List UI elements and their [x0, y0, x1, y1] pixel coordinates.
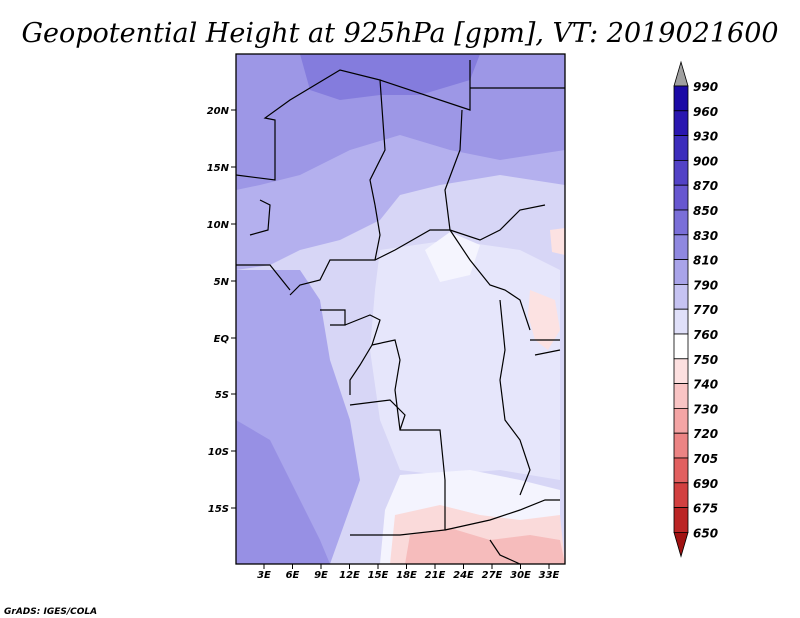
- field-band-east-small: [550, 228, 565, 255]
- colorbar-label: 705: [693, 452, 718, 466]
- colorbar-label: 850: [693, 204, 718, 218]
- longitude-axis: 3E 6E 9E 12E 15E 18E 21E 24E 27E 30E 33E: [257, 564, 560, 581]
- colorbar-segment: [673, 383, 689, 409]
- colorbar-label: 750: [693, 353, 718, 367]
- colorbar-segment: [673, 482, 689, 508]
- lat-tick-label: EQ: [214, 334, 230, 345]
- field-band-740: [405, 528, 565, 564]
- lon-tick-label: 24E: [453, 570, 474, 581]
- colorbar-label: 650: [693, 526, 718, 540]
- colorbar-segment: [673, 135, 689, 161]
- country-borders: [236, 60, 565, 564]
- lat-tick-label: 5N: [214, 277, 230, 288]
- colorbar-segment: [673, 308, 689, 335]
- lon-tick-label: 30E: [510, 570, 531, 581]
- colorbar-label: 730: [693, 402, 718, 416]
- colorbar-segment: [673, 507, 689, 533]
- colorbar-segment: [673, 283, 689, 310]
- colorbar: 990 960 930 900 870 850 830 810 790 770 760 750 740 7…: [673, 60, 718, 558]
- grads-credit: GrADS: IGES/COLA: [4, 607, 97, 617]
- colorbar-label: 790: [693, 278, 718, 292]
- lat-tick-label: 20N: [207, 106, 230, 117]
- colorbar-segment: [673, 333, 689, 360]
- colorbar-bottom-arrow: [673, 532, 689, 558]
- map-title: Geopotential Height at 925hPa [gpm], VT:…: [21, 18, 778, 49]
- colorbar-segment: [673, 85, 689, 112]
- colorbar-segment: [673, 110, 689, 137]
- colorbar-segment: [673, 457, 689, 484]
- map-frame: [235, 53, 566, 565]
- field-band-southwest: [236, 420, 330, 564]
- colorbar-label: 870: [693, 179, 718, 193]
- lon-tick-label: 9E: [314, 570, 328, 581]
- colorbar-label: 830: [693, 229, 718, 243]
- colorbar-label: 690: [693, 477, 718, 491]
- colorbar-segment: [673, 234, 689, 261]
- colorbar-segment: [673, 358, 689, 384]
- colorbar-label: 770: [693, 303, 718, 317]
- field-band-east: [528, 290, 560, 350]
- colorbar-label: 960: [693, 105, 718, 119]
- colorbar-label: 675: [693, 502, 718, 516]
- field-band-790: [370, 240, 560, 480]
- lat-tick-label: 5S: [215, 390, 229, 401]
- colorbar-label: 930: [693, 130, 718, 144]
- colorbar-segment: [673, 432, 689, 459]
- lon-tick-label: 21E: [425, 570, 446, 581]
- colorbar-segment: [673, 159, 689, 186]
- colorbar-top-arrow: [673, 60, 689, 87]
- map-panel: 20N 15N 10N 5N EQ 5S 10S 15S 3E 6E 9E 12E 15E 18E 21E…: [207, 53, 566, 581]
- colorbar-label: 990: [693, 80, 718, 94]
- lat-tick-label: 15N: [207, 163, 230, 174]
- lon-tick-label: 33E: [539, 570, 560, 581]
- colorbar-label: 740: [693, 378, 718, 392]
- lat-tick-label: 15S: [208, 504, 229, 515]
- colorbar-label: 810: [693, 254, 718, 268]
- field-band-870: [300, 54, 480, 100]
- latitude-axis: 20N 15N 10N 5N EQ 5S 10S 15S: [207, 106, 236, 515]
- lat-tick-label: 10S: [208, 447, 229, 458]
- colorbar-label: 720: [693, 427, 718, 441]
- lat-tick-label: 10N: [207, 220, 230, 231]
- lon-tick-label: 15E: [368, 570, 389, 581]
- colorbar-segment: [673, 209, 689, 236]
- lon-tick-label: 6E: [286, 570, 300, 581]
- lon-tick-label: 3E: [257, 570, 271, 581]
- colorbar-label: 760: [693, 328, 718, 342]
- lon-tick-label: 12E: [339, 570, 360, 581]
- field-band-770-north: [425, 232, 480, 282]
- lon-tick-label: 18E: [396, 570, 417, 581]
- lon-tick-label: 27E: [482, 570, 503, 581]
- colorbar-label: 900: [693, 154, 718, 168]
- colorbar-segment: [673, 184, 689, 211]
- height-field: [236, 54, 565, 564]
- colorbar-segment: [673, 259, 689, 285]
- colorbar-segment: [673, 407, 689, 434]
